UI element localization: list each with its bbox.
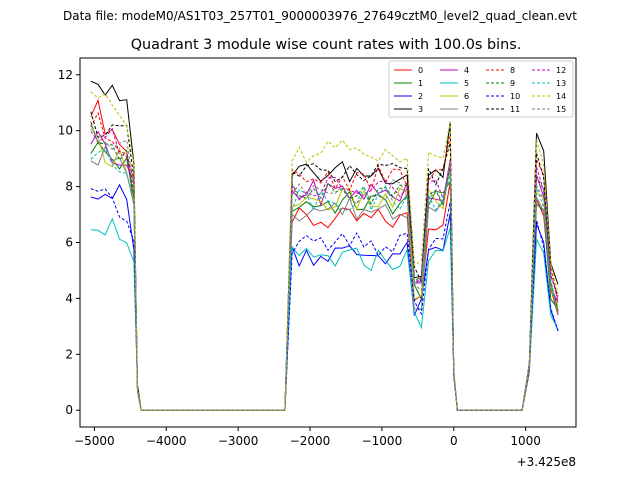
legend-label-15: 15 xyxy=(556,105,566,114)
series-line-11 xyxy=(90,111,559,411)
chart-suptitle: Data file: modeM0/AS1T03_257T01_90000039… xyxy=(63,9,577,23)
series-line-15 xyxy=(90,124,559,411)
series-line-13 xyxy=(90,147,559,411)
legend-label-6: 6 xyxy=(464,92,469,101)
legend-label-14: 14 xyxy=(556,92,566,101)
legend-label-11: 11 xyxy=(510,105,520,114)
legend-label-0: 0 xyxy=(418,66,423,75)
legend-label-12: 12 xyxy=(556,66,566,75)
x-tick-label: 1000 xyxy=(510,434,541,448)
legend-label-5: 5 xyxy=(464,79,469,88)
y-axis: 0 2 4 6 8 10 12 xyxy=(58,68,80,417)
chart-title: Quadrant 3 module wise count rates with … xyxy=(131,37,522,53)
series-line-4 xyxy=(90,130,559,411)
series-line-5 xyxy=(90,217,559,411)
plot-area: −5000 −4000 −3000 −2000 −1000 0 1000 024681012… xyxy=(58,57,577,469)
y-tick-label: 0 xyxy=(65,403,73,417)
y-tick-label: 8 xyxy=(65,180,73,194)
series-line-9 xyxy=(90,121,559,411)
legend-label-9: 9 xyxy=(510,79,515,88)
legend-label-4: 4 xyxy=(464,66,469,75)
legend-label-7: 7 xyxy=(464,105,469,114)
series-line-1 xyxy=(90,141,559,411)
legend-label-2: 2 xyxy=(418,92,423,101)
y-tick-label: 12 xyxy=(58,68,73,82)
x-tick-label: −4000 xyxy=(146,434,187,448)
y-tick-label: 2 xyxy=(65,347,73,361)
y-tick-label: 10 xyxy=(58,124,73,138)
legend-frame xyxy=(388,60,574,118)
series-lines xyxy=(90,80,559,411)
legend-label-3: 3 xyxy=(418,105,423,114)
series-line-3 xyxy=(90,80,559,411)
series-line-12 xyxy=(90,127,559,411)
series-line-14 xyxy=(90,91,559,411)
legend-label-10: 10 xyxy=(510,92,520,101)
legend-label-8: 8 xyxy=(510,66,515,75)
series-line-8 xyxy=(90,111,559,411)
series-line-10 xyxy=(90,188,559,411)
y-tick-label: 6 xyxy=(65,236,73,250)
x-tick-label: −5000 xyxy=(74,434,115,448)
x-tick-label: −2000 xyxy=(290,434,331,448)
y-tick-label: 4 xyxy=(65,291,73,305)
series-line-6 xyxy=(90,128,559,411)
series-line-2 xyxy=(90,183,559,411)
x-axis: −5000 −4000 −3000 −2000 −1000 0 1000 xyxy=(74,427,541,448)
legend-label-1: 1 xyxy=(418,79,423,88)
x-tick-label: −1000 xyxy=(362,434,403,448)
x-tick-label: −3000 xyxy=(218,434,259,448)
x-offset-label: +3.425e8 xyxy=(517,455,576,469)
x-tick-label: 0 xyxy=(450,434,458,448)
legend-label-13: 13 xyxy=(556,79,566,88)
